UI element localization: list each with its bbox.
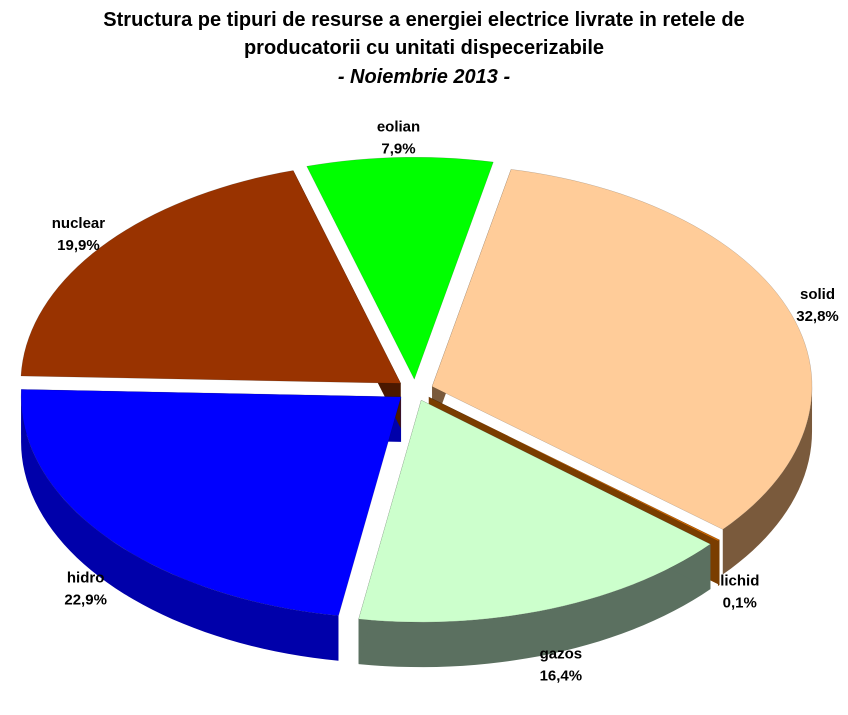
slice [306, 156, 494, 380]
slice [428, 396, 720, 542]
slice-side [722, 386, 813, 575]
chart-title: Structura pe tipuri de resurse a energie… [103, 9, 745, 59]
value-label: 7,9% [381, 141, 415, 158]
value-label: 32,8% [796, 308, 839, 325]
category-label: hidro [67, 569, 105, 586]
value-label: 22,9% [64, 591, 107, 608]
category-label: lichid [720, 573, 759, 590]
value-label: 16,4% [540, 668, 583, 685]
value-label: 0,1% [723, 595, 757, 612]
slice [20, 170, 402, 384]
slice-side [21, 396, 339, 661]
slice [358, 399, 711, 623]
slice [20, 389, 402, 617]
slice-side [358, 544, 711, 668]
category-label: eolian [377, 119, 420, 136]
category-label: gazos [540, 646, 583, 663]
chart-subtitle: - Noiembrie 2013 - [337, 66, 511, 88]
slice [431, 169, 813, 530]
category-label: solid [800, 286, 835, 303]
value-label: 19,9% [57, 237, 100, 254]
category-label: nuclear [52, 215, 106, 232]
